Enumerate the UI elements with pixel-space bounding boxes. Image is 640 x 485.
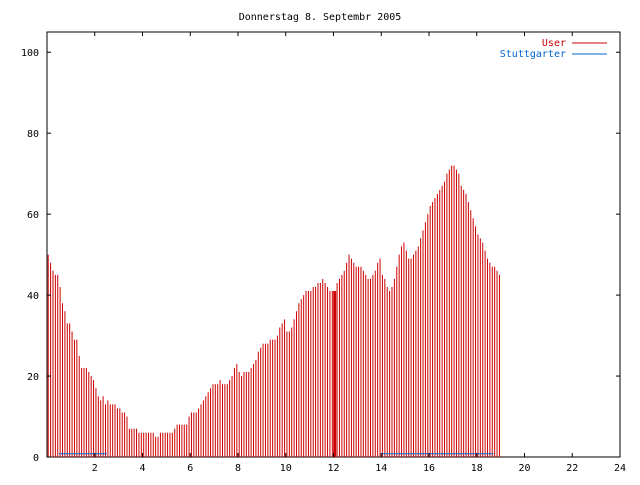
legend-label-stuttgarter: Stuttgarter <box>500 49 566 60</box>
x-tick-label: 4 <box>139 463 145 474</box>
x-tick-label: 18 <box>471 463 483 474</box>
y-tick-label: 40 <box>27 291 39 302</box>
y-tick-label: 100 <box>21 48 39 59</box>
x-tick-label: 22 <box>566 463 578 474</box>
legend-label-user: User <box>542 38 566 49</box>
y-tick-label: 20 <box>27 372 39 383</box>
chart-title: Donnerstag 8. Septembr 2005 <box>239 12 402 23</box>
x-tick-label: 12 <box>327 463 339 474</box>
y-tick-label: 60 <box>27 210 39 221</box>
x-tick-label: 6 <box>187 463 193 474</box>
x-tick-label: 8 <box>235 463 241 474</box>
x-tick-label: 14 <box>375 463 387 474</box>
x-tick-label: 2 <box>92 463 98 474</box>
y-tick-label: 80 <box>27 129 39 140</box>
x-tick-label: 24 <box>614 463 626 474</box>
y-tick-label: 0 <box>33 453 39 464</box>
x-tick-label: 16 <box>423 463 435 474</box>
x-tick-label: 10 <box>280 463 292 474</box>
bars-group <box>47 165 500 457</box>
x-tick-label: 20 <box>518 463 530 474</box>
legend: User Stuttgarter <box>500 38 607 60</box>
